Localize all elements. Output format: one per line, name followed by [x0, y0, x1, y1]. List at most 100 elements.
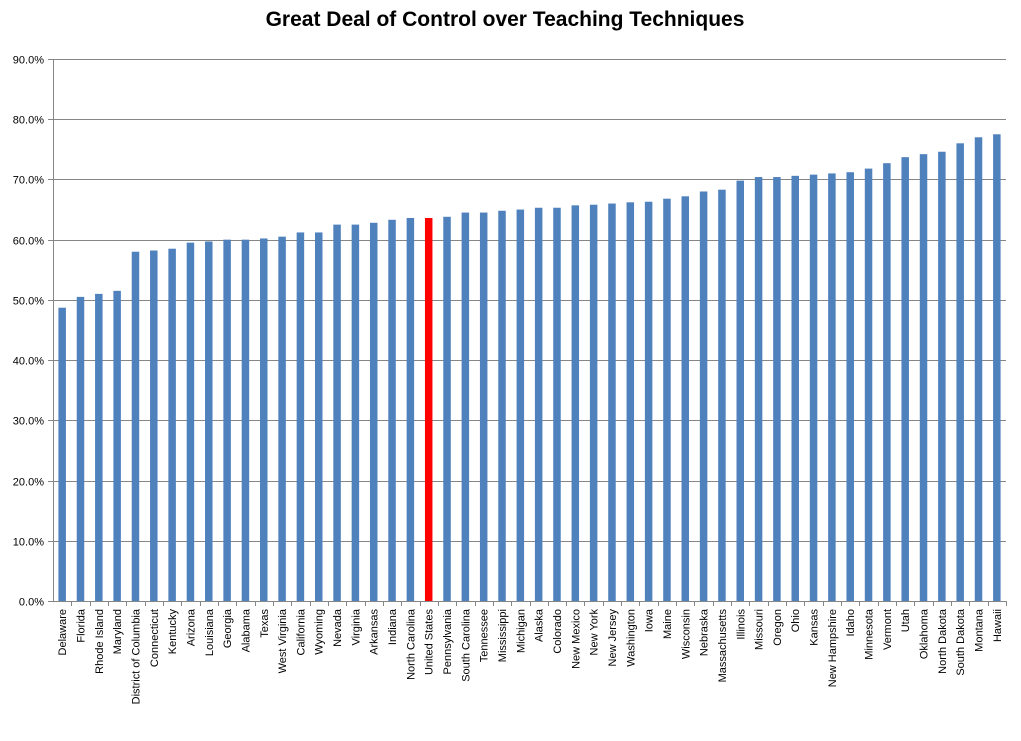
- x-tick-label: District of Columbia: [130, 608, 142, 704]
- x-tick-label: Kentucky: [167, 609, 179, 655]
- y-tick-label: 50.0%: [13, 296, 44, 308]
- bar-colorado: [553, 207, 561, 601]
- bar-wyoming: [314, 232, 323, 601]
- x-tick-label: Georgia: [222, 608, 234, 648]
- y-tick-label: 70.0%: [13, 175, 44, 187]
- x-tick-label: New Hampshire: [827, 609, 839, 687]
- bar-oklahoma: [919, 154, 928, 601]
- bar-iowa: [644, 201, 653, 601]
- x-tick-label: California: [295, 608, 307, 655]
- bar-arizona: [186, 242, 195, 601]
- x-tick-label: United States: [424, 609, 436, 676]
- bar-west-virginia: [278, 236, 286, 601]
- chart-title: Great Deal of Control over Teaching Tech…: [265, 8, 745, 31]
- y-tick-label: 30.0%: [13, 416, 44, 428]
- x-tick-label: Tennessee: [479, 609, 491, 662]
- x-tick-label: Rhode Island: [94, 609, 106, 674]
- x-tick-label: North Dakota: [937, 608, 949, 674]
- bar-oregon: [773, 177, 781, 601]
- bar-missouri: [754, 177, 763, 601]
- x-tick-label: Oregon: [772, 609, 784, 646]
- bar-louisiana: [205, 241, 213, 601]
- bar-maine: [663, 198, 671, 601]
- bar-indiana: [388, 219, 396, 601]
- x-tick-label: Michigan: [515, 609, 527, 653]
- bar-vermont: [883, 163, 891, 601]
- bar-south-carolina: [461, 212, 470, 602]
- x-tick-label: Delaware: [57, 609, 69, 655]
- y-tick-label: 90.0%: [13, 55, 44, 67]
- x-tick-label: Alaska: [534, 608, 546, 642]
- x-tick-label: Vermont: [882, 609, 894, 650]
- x-tick-label: West Virginia: [277, 608, 289, 673]
- bar-ohio: [791, 175, 799, 601]
- y-tick-label: 10.0%: [13, 537, 44, 549]
- bar-maryland: [113, 290, 121, 601]
- x-tick-label: Wyoming: [314, 609, 326, 655]
- x-tick-label: Montana: [974, 608, 986, 652]
- bar-north-dakota: [938, 151, 946, 601]
- bar-wisconsin: [681, 196, 690, 601]
- y-tick-label: 60.0%: [13, 236, 44, 248]
- x-tick-label: Texas: [259, 609, 271, 638]
- bar-nevada: [333, 224, 341, 601]
- bars: [58, 134, 1001, 602]
- x-tick-label: Oklahoma: [919, 608, 931, 659]
- bar-mississippi: [498, 210, 506, 601]
- x-tick-label: Arkansas: [369, 609, 381, 655]
- y-tick-label: 80.0%: [13, 115, 44, 127]
- bar-utah: [901, 157, 909, 601]
- bar-tennessee: [479, 212, 488, 602]
- bar-michigan: [516, 209, 525, 602]
- x-tick-label: South Carolina: [460, 608, 472, 682]
- bar-united-states: [424, 217, 433, 601]
- x-tick-label: North Carolina: [405, 608, 417, 680]
- y-axis-ticks: 0.0% 10.0% 20.0% 30.0% 40.0% 50.0% 60.0% 70.0% 8…: [13, 55, 53, 609]
- y-tick-label: 40.0%: [13, 356, 44, 368]
- bar-north-carolina: [406, 217, 415, 601]
- bar-washington: [626, 202, 635, 601]
- bar-massachusetts: [718, 189, 726, 601]
- x-tick-label: South Dakota: [955, 608, 967, 676]
- x-tick-label: Illinois: [735, 609, 747, 640]
- bar-new-hampshire: [828, 173, 836, 601]
- x-tick-label: Mississippi: [497, 609, 509, 662]
- x-tick-label: Connecticut: [149, 609, 161, 667]
- x-tick-label: Arizona: [185, 608, 197, 646]
- x-tick-label: Nebraska: [699, 608, 711, 656]
- x-tick-label: Idaho: [845, 609, 857, 637]
- bar-connecticut: [150, 250, 158, 602]
- x-tick-label: Wisconsin: [680, 609, 692, 659]
- bar-district-of-columbia: [131, 251, 140, 601]
- x-tick-label: New Mexico: [570, 609, 582, 669]
- x-tick-label: Pennsylvania: [442, 608, 454, 674]
- x-tick-label: Missouri: [754, 609, 766, 650]
- bar-florida: [76, 296, 85, 601]
- axes: [53, 59, 1006, 602]
- bar-georgia: [223, 239, 231, 601]
- x-tick-label: Virginia: [350, 608, 362, 645]
- y-tick-label: 20.0%: [13, 477, 44, 489]
- bar-arkansas: [369, 222, 378, 601]
- bar-new-mexico: [571, 205, 580, 601]
- bar-california: [296, 232, 305, 601]
- bar-delaware: [58, 307, 66, 601]
- x-tick-label: New York: [589, 609, 601, 656]
- x-tick-label: Maryland: [112, 609, 124, 654]
- bar-virginia: [351, 224, 360, 601]
- x-tick-label: Indiana: [387, 608, 399, 645]
- bar-pennsylvania: [443, 216, 451, 601]
- bar-new-york: [589, 204, 598, 601]
- bar-illinois: [736, 180, 745, 601]
- bar-kentucky: [168, 248, 176, 601]
- bar-montana: [974, 137, 983, 602]
- bar-nebraska: [699, 191, 708, 601]
- x-tick-label: Washington: [625, 609, 637, 667]
- x-tick-label: Louisiana: [204, 608, 216, 656]
- bar-alabama: [241, 239, 250, 601]
- bar-new-jersey: [608, 203, 616, 602]
- x-tick-label: New Jersey: [607, 609, 619, 667]
- y-tick-label: 0.0%: [19, 597, 44, 609]
- x-tick-label: Ohio: [790, 609, 802, 632]
